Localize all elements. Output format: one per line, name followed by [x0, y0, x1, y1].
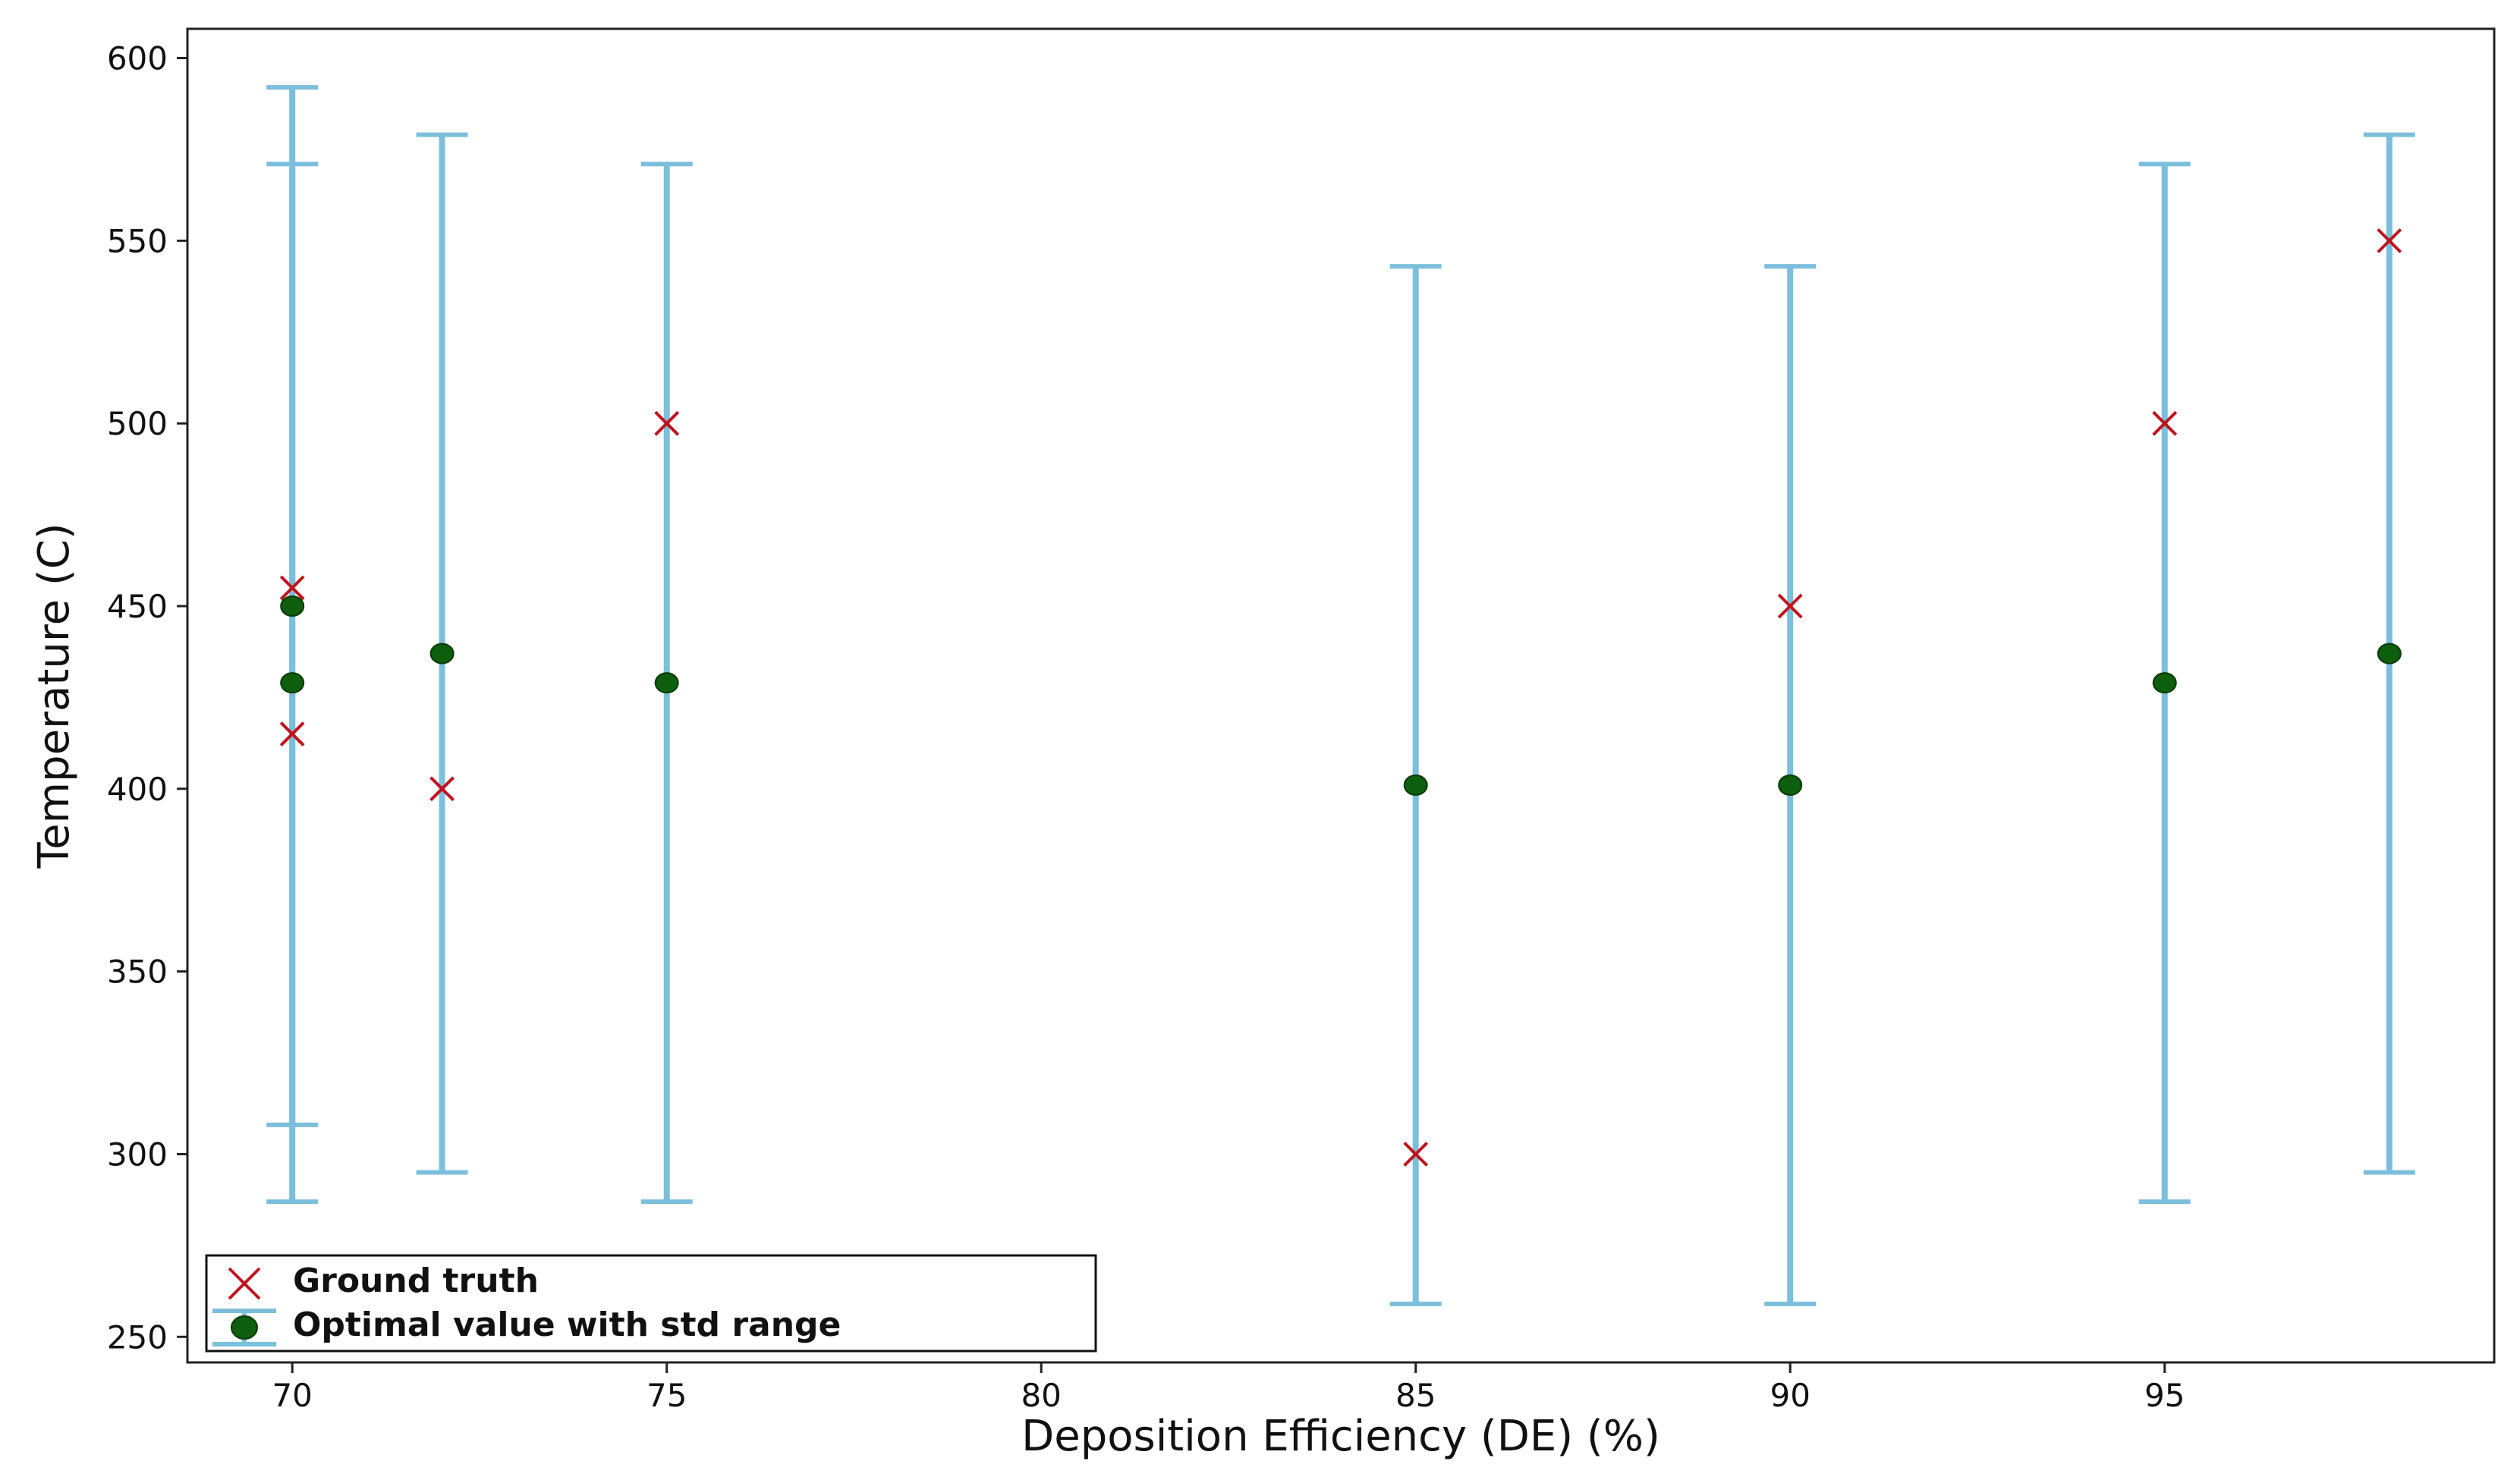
x-tick-label: 90	[1770, 1377, 1810, 1414]
data-points	[279, 228, 2402, 1167]
x-tick-label: 95	[2144, 1377, 2185, 1414]
x-axis-label: Deposition Efficiency (DE) (%)	[1021, 1412, 1660, 1461]
error-bars	[266, 85, 2415, 1306]
x-stroke	[228, 1267, 261, 1300]
x-tick-label: 85	[1395, 1377, 1436, 1414]
ground-truth-point	[1403, 1142, 1429, 1167]
optimal-point	[1403, 775, 1428, 797]
legend-optimal-label: Optimal value with std range	[293, 1306, 841, 1344]
x-axis-ticks: 70 75 80 85 90 95	[272, 1362, 2185, 1414]
y-tick-label: 500	[107, 405, 168, 442]
x-stroke	[279, 721, 305, 746]
x-tick-label: 75	[647, 1377, 687, 1414]
plot-area-frame	[186, 27, 2496, 1364]
connector-lines	[291, 240, 2391, 1155]
x-stroke	[429, 776, 455, 802]
optimal-point	[2152, 672, 2177, 694]
legend-ground-truth-icon	[228, 1267, 261, 1300]
ground-truth-point	[429, 776, 455, 802]
legend-box	[205, 1254, 1097, 1353]
legend-ground-truth-label: Ground truth	[293, 1262, 539, 1300]
y-tick-label: 400	[107, 771, 168, 808]
ground-truth-point	[1777, 593, 1803, 619]
ground-truth-point	[2377, 228, 2402, 253]
optimal-point	[2377, 643, 2402, 665]
ground-truth-point	[279, 721, 305, 746]
y-tick-label: 450	[107, 588, 168, 625]
y-tick-label: 550	[107, 222, 168, 259]
y-tick-label: 250	[107, 1318, 168, 1356]
x-tick-label: 80	[1021, 1377, 1061, 1414]
y-tick-label: 350	[107, 954, 168, 991]
ground-truth-point	[2152, 410, 2178, 436]
x-stroke	[279, 575, 305, 601]
ground-truth-point	[654, 410, 680, 436]
y-tick-label: 300	[107, 1136, 168, 1173]
optimal-point	[429, 643, 455, 665]
x-stroke	[654, 410, 680, 436]
x-tick-label: 70	[272, 1377, 312, 1414]
y-axis-ticks: 250 300 350 400 450 500 550 600	[107, 40, 187, 1356]
legend-dot	[231, 1315, 258, 1340]
optimal-point	[280, 595, 305, 617]
y-tick-label: 600	[107, 40, 168, 77]
optimal-point	[1778, 775, 1803, 797]
optimal-point	[654, 672, 679, 694]
x-stroke	[2152, 410, 2178, 436]
legend-x-marker	[228, 1267, 261, 1300]
x-stroke	[2377, 228, 2402, 253]
y-axis-label: Temperature (C)	[30, 523, 79, 869]
optimal-point	[280, 672, 305, 694]
legend-optimal-icon	[212, 1309, 276, 1346]
ground-truth-point	[279, 575, 305, 601]
legend: Ground truth Optimal value with std rang…	[205, 1254, 1097, 1353]
x-stroke	[1403, 1142, 1429, 1167]
x-stroke	[1777, 593, 1803, 619]
